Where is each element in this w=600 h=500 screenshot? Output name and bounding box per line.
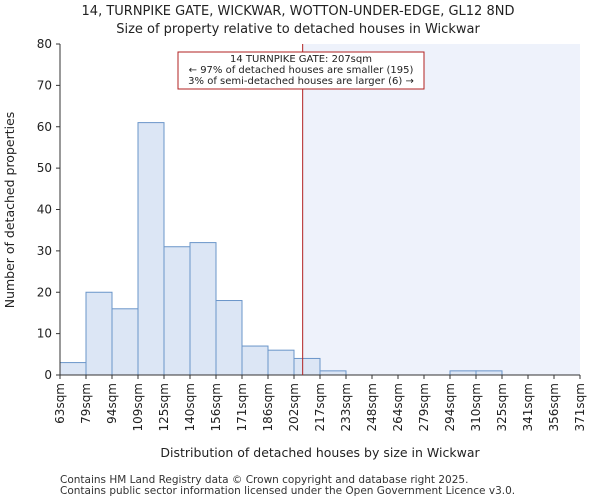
- x-tick-label: 171sqm: [235, 383, 249, 431]
- bar: [85, 291, 113, 376]
- x-tick-label: 279sqm: [417, 383, 431, 431]
- x-tick-label: 202sqm: [287, 383, 301, 431]
- x-tick-label: 248sqm: [365, 383, 379, 431]
- x-tick-label: 325sqm: [495, 383, 509, 431]
- bar: [111, 308, 139, 376]
- x-axis-label: Distribution of detached houses by size …: [160, 445, 480, 460]
- y-tick-label: 50: [37, 161, 52, 175]
- highlight-region: [302, 44, 580, 375]
- bar: [215, 300, 243, 376]
- x-tick-label: 264sqm: [391, 383, 405, 431]
- x-tick-label: 356sqm: [547, 383, 561, 431]
- annotation-line: ← 97% of detached houses are smaller (19…: [189, 65, 414, 76]
- y-tick-label: 20: [37, 285, 52, 299]
- x-tick-label: 140sqm: [183, 383, 197, 431]
- bar: [319, 370, 347, 376]
- bar: [163, 246, 191, 376]
- y-tick-label: 70: [37, 78, 52, 92]
- bar: [137, 122, 165, 376]
- bar: [189, 242, 217, 376]
- x-tick-label: 79sqm: [79, 383, 93, 424]
- chart-title: 14, TURNPIKE GATE, WICKWAR, WOTTON-UNDER…: [82, 4, 515, 19]
- plot-area: 0 10 20 30 40 50 60 70 80 63sqm 79sqm 94sqm 109sqm 12…: [37, 37, 587, 431]
- x-tick-label: 186sqm: [261, 383, 275, 431]
- x-tick-label: 341sqm: [521, 383, 535, 431]
- footer-line-1: Contains HM Land Registry data © Crown c…: [60, 474, 468, 486]
- annotation-line: 3% of semi-detached houses are larger (6…: [188, 76, 414, 87]
- x-tick-label: 233sqm: [339, 383, 353, 431]
- bar: [59, 362, 87, 376]
- x-tick-label: 94sqm: [105, 383, 119, 424]
- annotation-box: [177, 51, 425, 90]
- x-tick-label: 294sqm: [443, 383, 457, 431]
- chart-subtitle: Size of property relative to detached ho…: [116, 22, 480, 37]
- x-tick-label: 371sqm: [573, 383, 587, 431]
- x-tick-label: 156sqm: [209, 383, 223, 431]
- y-tick-label: 30: [37, 244, 52, 258]
- y-tick-label: 80: [37, 37, 52, 51]
- x-tick-label: 63sqm: [53, 383, 67, 424]
- bar: [241, 345, 269, 376]
- x-tick-label: 217sqm: [313, 383, 327, 431]
- y-tick-label: 60: [37, 120, 52, 134]
- bar: [449, 370, 477, 376]
- bar: [293, 357, 321, 376]
- annotation-line: 14 TURNPIKE GATE: 207sqm: [230, 54, 372, 65]
- bar: [267, 349, 295, 376]
- y-axis-label: Number of detached properties: [2, 112, 17, 309]
- footer-line-2: Contains public sector information licen…: [60, 485, 515, 497]
- y-tick-label: 10: [37, 327, 52, 341]
- y-tick-label: 0: [44, 368, 52, 382]
- x-tick-label: 310sqm: [469, 383, 483, 431]
- x-tick-label: 125sqm: [157, 383, 171, 431]
- bar: [475, 370, 503, 376]
- y-tick-label: 40: [37, 203, 52, 217]
- x-tick-label: 109sqm: [131, 383, 145, 431]
